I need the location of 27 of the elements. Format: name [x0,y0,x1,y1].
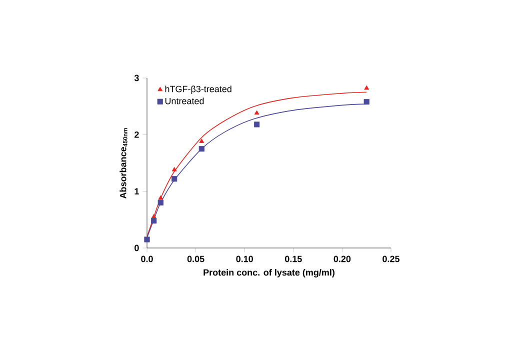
x-tick-label: 0.10 [236,256,253,262]
y-axis-title: Absorbance$_{450nm}$ [120,128,128,199]
point [254,122,260,128]
point [172,166,177,172]
point [172,176,178,182]
point [364,85,370,90]
point [151,214,156,218]
point [198,146,204,152]
x-tick-label: 0.25 [382,256,400,262]
point [158,200,164,206]
point [151,218,157,224]
point [158,195,164,200]
legend-label: Untreated [165,98,204,104]
x-tick-label: 0.15 [285,256,302,262]
x-tick-label: 0.20 [334,256,351,262]
y-tick-label: 3 [134,74,139,82]
x-axis-title: Protein conc. of lysate (mg/ml) [204,269,334,278]
x-tick-label: 0.0 [141,256,153,262]
x-tick-label: 0.05 [187,256,204,262]
y-tick-label: 2 [134,132,139,138]
point [364,98,370,105]
point [254,110,260,115]
y-tick-label: 0 [134,244,139,252]
point [144,236,150,242]
y-tick-label: 1 [134,188,139,194]
point [199,138,204,143]
legend-label: hTGF-β3-treated [165,86,232,94]
